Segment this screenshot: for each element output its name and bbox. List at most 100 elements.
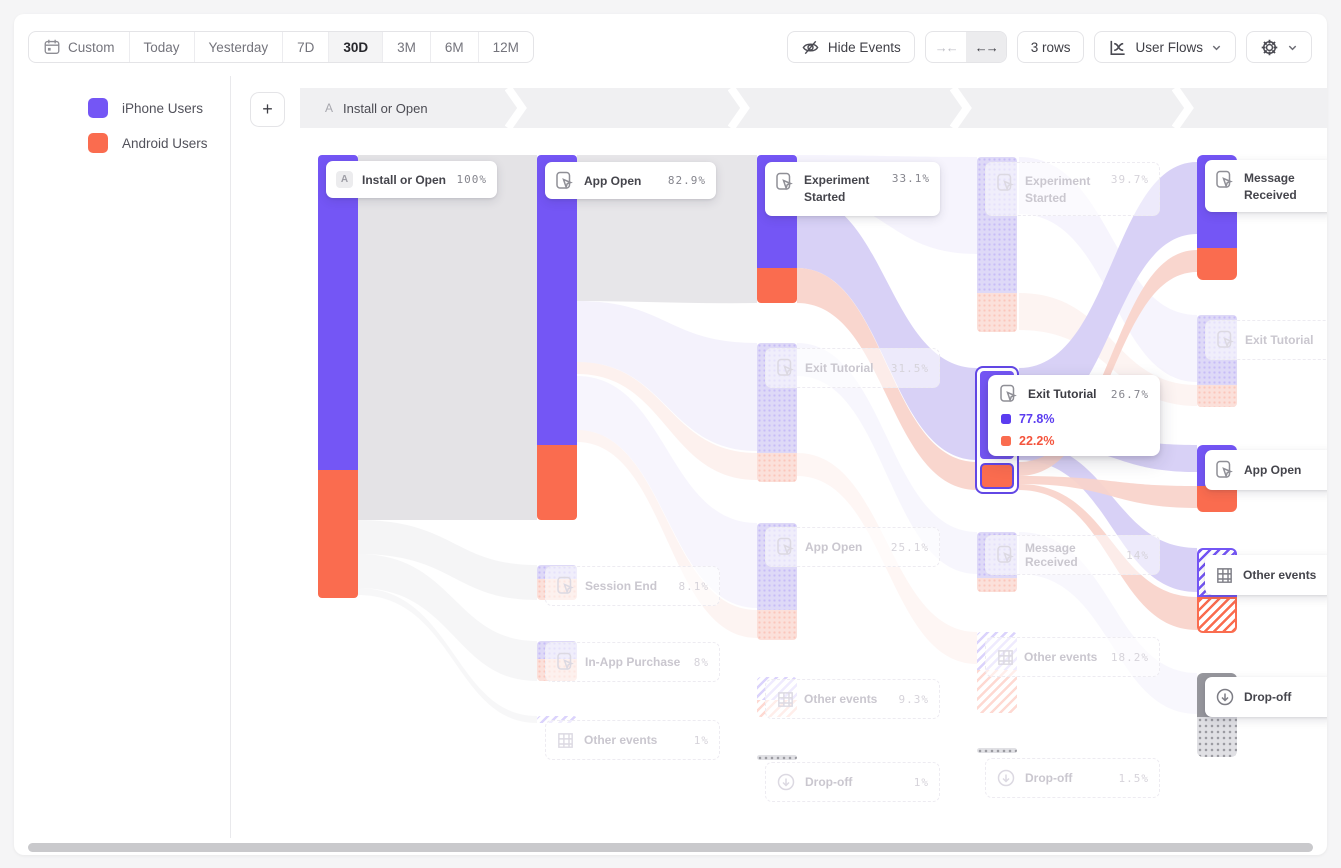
step-separator-icon: [1172, 88, 1198, 128]
node-bar-other-events[interactable]: [537, 716, 577, 723]
gear-icon: [1260, 38, 1279, 57]
node-bar-message-received-android[interactable]: [977, 578, 1017, 592]
legend-label: iPhone Users: [122, 100, 204, 116]
breadcrumb-step-4[interactable]: [976, 88, 1172, 128]
node-card-exit-tutorial-selected[interactable]: Exit Tutorial 26.7% 77.8% 22.2%: [988, 375, 1160, 456]
breadcrumb-step-2[interactable]: [531, 88, 728, 128]
breadcrumb-step-1[interactable]: A Install or Open: [300, 88, 505, 128]
event-icon: [556, 576, 576, 596]
horizontal-scrollbar[interactable]: [28, 843, 1313, 852]
date-range-7d[interactable]: 7D: [282, 32, 328, 62]
node-bar-other-events-android[interactable]: [977, 670, 1017, 713]
legend-item-android-users[interactable]: Android Users: [88, 133, 208, 153]
node-card-app-open[interactable]: App Open 82.9%: [545, 162, 716, 199]
node-card-experiment-started[interactable]: Experiment Started 39.7%: [985, 162, 1160, 216]
node-card-in-app-purchase[interactable]: In-App Purchase 8%: [545, 642, 720, 682]
node-bar-app-open-android[interactable]: [1197, 486, 1237, 512]
node-bar-other-events-android[interactable]: [1197, 597, 1237, 633]
eye-off-icon: [801, 38, 820, 57]
add-step-button[interactable]: +: [250, 92, 285, 127]
node-card-exit-tutorial[interactable]: Exit Tutorial: [1205, 320, 1327, 360]
event-icon: [1215, 170, 1235, 190]
node-card-app-open[interactable]: App Open 25.1%: [765, 527, 940, 567]
grid-icon: [1215, 566, 1234, 585]
breadcrumb-step-3[interactable]: [754, 88, 950, 128]
funnel-step-bar: A Install or Open: [300, 88, 1327, 128]
node-bar-install-or-open-iphone[interactable]: [318, 155, 358, 470]
android-users-swatch: [88, 133, 108, 153]
node-card-experiment-started[interactable]: Experiment Started 33.1%: [765, 162, 940, 216]
event-icon: [776, 358, 796, 378]
node-bar-app-open-android[interactable]: [537, 445, 577, 520]
node-card-app-open[interactable]: App Open: [1205, 450, 1327, 490]
node-card-other-events[interactable]: Other events 18.2%: [985, 637, 1160, 677]
step-separator-icon: [728, 88, 754, 128]
node-card-message-received[interactable]: Message Received 14%: [985, 535, 1160, 575]
node-bar-message-received-android[interactable]: [1197, 248, 1237, 280]
node-bar-exit-tutorial-android[interactable]: [757, 453, 797, 482]
drop-off-icon: [776, 772, 796, 792]
chevron-down-icon: [1287, 42, 1298, 53]
event-icon: [996, 545, 1016, 565]
drop-off-icon: [1215, 687, 1235, 707]
node-card-drop-off[interactable]: Drop-off 1%: [765, 762, 940, 802]
node-card-message-received[interactable]: Message Received: [1205, 160, 1327, 212]
settings-button[interactable]: [1246, 31, 1312, 63]
node-card-exit-tutorial[interactable]: Exit Tutorial 31.5%: [765, 348, 940, 388]
selected-card-header: Exit Tutorial 26.7%: [999, 384, 1149, 404]
date-range-6m[interactable]: 6M: [429, 32, 478, 62]
expand-columns-button[interactable]: ←→: [965, 32, 1006, 62]
node-bar-exit-tutorial-android[interactable]: [1197, 385, 1237, 407]
column-width-toggle: →← ←→: [924, 31, 1007, 63]
app-panel: Custom Today Yesterday 7D 30D 3M 6M 12M …: [14, 14, 1327, 855]
collapse-columns-button[interactable]: →←: [926, 32, 966, 62]
node-bar-install-or-open-android[interactable]: [318, 470, 358, 598]
rows-button[interactable]: 3 rows: [1016, 31, 1085, 63]
node-bar-drop-off-dotted[interactable]: [1197, 717, 1237, 757]
node-bar-drop-off[interactable]: [977, 748, 1017, 753]
calendar-icon: [43, 38, 61, 56]
date-range-12m[interactable]: 12M: [477, 32, 533, 62]
node-bar-app-open-iphone[interactable]: [537, 155, 577, 445]
series-legend: iPhone Users Android Users: [88, 98, 208, 168]
view-selector-button[interactable]: User Flows: [1094, 31, 1236, 63]
legend-item-iphone-users[interactable]: iPhone Users: [88, 98, 208, 118]
exit-tutorial-android-segment: [980, 463, 1014, 489]
hide-events-button[interactable]: Hide Events: [786, 31, 915, 63]
node-card-session-end[interactable]: Session End 8.1%: [545, 566, 720, 606]
expand-columns-icon: ←→: [974, 39, 999, 55]
breakdown-row-android: 22.2%: [999, 434, 1149, 448]
node-card-other-events[interactable]: Other events 1%: [545, 720, 720, 760]
date-range-picker: Custom Today Yesterday 7D 30D 3M 6M 12M: [28, 31, 534, 63]
view-selector-label: User Flows: [1135, 39, 1203, 55]
grid-icon: [996, 648, 1015, 667]
node-card-install-or-open[interactable]: A Install or Open 100%: [326, 161, 497, 198]
breadcrumb-step-5[interactable]: [1198, 88, 1327, 128]
iphone-users-swatch: [88, 98, 108, 118]
node-card-other-events[interactable]: Other events: [1205, 555, 1327, 595]
grid-icon: [776, 690, 795, 709]
node-bar-drop-off[interactable]: [757, 755, 797, 760]
event-icon: [556, 652, 576, 672]
node-card-drop-off[interactable]: Drop-off: [1205, 677, 1327, 717]
collapse-columns-icon: →←: [934, 39, 959, 55]
date-range-3m[interactable]: 3M: [382, 32, 430, 62]
android-swatch: [1001, 436, 1011, 446]
date-range-custom[interactable]: Custom: [29, 32, 129, 62]
date-range-today[interactable]: Today: [128, 32, 194, 62]
date-range-yesterday[interactable]: Yesterday: [193, 32, 283, 62]
legend-label: Android Users: [122, 135, 208, 151]
chevron-down-icon: [1211, 42, 1222, 53]
node-bar-app-open-android[interactable]: [757, 610, 797, 640]
sidebar-divider: [230, 76, 231, 838]
date-range-30d[interactable]: 30D: [328, 32, 383, 62]
event-icon: [776, 537, 796, 557]
iphone-swatch: [1001, 414, 1011, 424]
node-card-drop-off[interactable]: Drop-off 1.5%: [985, 758, 1160, 798]
node-card-other-events[interactable]: Other events 9.3%: [765, 679, 940, 719]
hide-events-label: Hide Events: [827, 39, 901, 55]
toolbar-right: Hide Events →← ←→ 3 rows User Flows: [786, 31, 1312, 63]
date-range-label: Custom: [68, 39, 115, 55]
node-bar-experiment-started-android[interactable]: [757, 268, 797, 303]
node-bar-experiment-started-android[interactable]: [977, 293, 1017, 332]
